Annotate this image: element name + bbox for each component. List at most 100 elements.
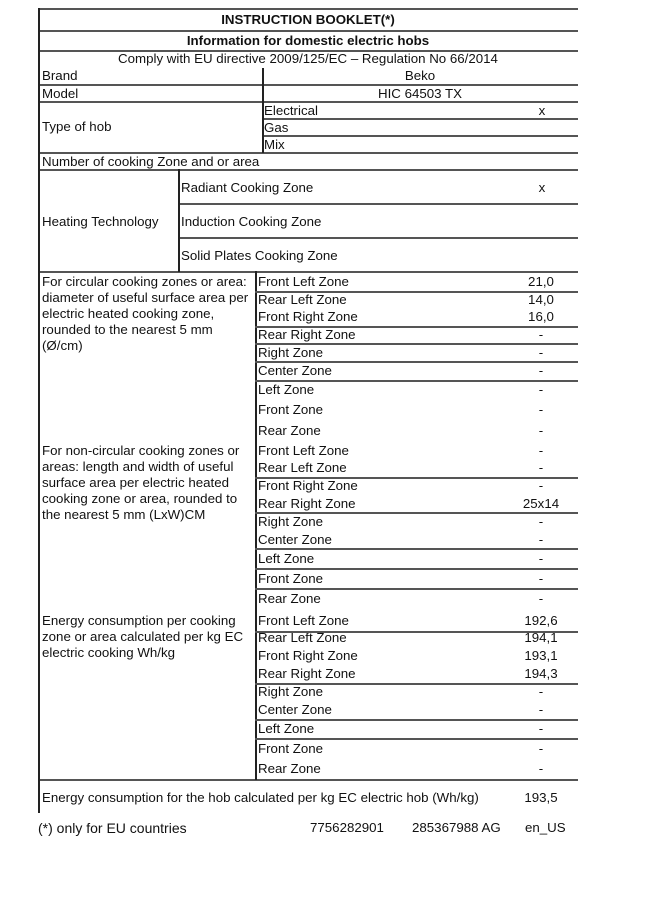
divider bbox=[38, 101, 578, 103]
section-label-circular: For circular cooking zones or area: diam… bbox=[42, 274, 249, 353]
zone-name: Front Zone bbox=[258, 402, 324, 417]
footer-locale: en_US bbox=[525, 820, 566, 835]
zone-value: - bbox=[538, 514, 544, 529]
zone-value: - bbox=[538, 382, 544, 397]
hob-type-gas: Gas bbox=[264, 120, 289, 135]
zone-name: Right Zone bbox=[258, 514, 324, 529]
zone-value: - bbox=[538, 327, 544, 342]
model-value: HIC 64503 TX bbox=[377, 86, 462, 101]
zone-value: - bbox=[538, 591, 544, 606]
zone-value: - bbox=[538, 423, 544, 438]
divider bbox=[38, 271, 578, 273]
divider bbox=[38, 152, 578, 154]
zone-name: Front Left Zone bbox=[258, 613, 349, 628]
border-left bbox=[38, 8, 40, 813]
hob-type-electrical: Electrical bbox=[264, 103, 318, 118]
heating-technology-label: Heating Technology bbox=[42, 214, 159, 229]
total-energy-label: Energy consumption for the hob calculate… bbox=[42, 790, 479, 805]
row-divider bbox=[255, 683, 578, 685]
zone-name: Rear Right Zone bbox=[258, 496, 356, 511]
brand-value: Beko bbox=[404, 68, 436, 83]
section-label-non-circular: For non-circular cooking zones or areas:… bbox=[42, 443, 240, 522]
zone-value: - bbox=[538, 702, 544, 717]
heating-solid-plates: Solid Plates Cooking Zone bbox=[181, 248, 338, 263]
footer-note: (*) only for EU countries bbox=[38, 820, 187, 836]
zone-name: Rear Left Zone bbox=[258, 292, 347, 307]
divider bbox=[38, 84, 578, 86]
divider bbox=[262, 135, 578, 137]
zone-name: Left Zone bbox=[258, 721, 315, 736]
document-title: INSTRUCTION BOOKLET(*) bbox=[221, 12, 395, 27]
zone-name: Rear Zone bbox=[258, 761, 321, 776]
heating-radiant-mark: x bbox=[538, 180, 546, 195]
zone-name: Front Left Zone bbox=[258, 443, 349, 458]
heating-induction: Induction Cooking Zone bbox=[181, 214, 322, 229]
zone-name: Rear Zone bbox=[258, 423, 321, 438]
zone-name: Rear Zone bbox=[258, 591, 321, 606]
zone-name: Front Right Zone bbox=[258, 648, 358, 663]
zone-value: - bbox=[538, 363, 544, 378]
zone-value: - bbox=[538, 460, 544, 475]
total-energy-value: 193,5 bbox=[524, 790, 558, 805]
row-divider bbox=[255, 548, 578, 550]
zone-value: - bbox=[538, 345, 544, 360]
divider bbox=[178, 203, 578, 205]
type-of-hob-label: Type of hob bbox=[42, 119, 112, 134]
divider bbox=[38, 8, 578, 10]
column-divider bbox=[255, 271, 257, 780]
row-divider bbox=[255, 719, 578, 721]
zone-value: - bbox=[538, 684, 544, 699]
zone-name: Rear Left Zone bbox=[258, 460, 347, 475]
footer-code-2: 285367988 AG bbox=[412, 820, 501, 835]
zone-value: - bbox=[538, 478, 544, 493]
zone-value: 193,1 bbox=[524, 648, 558, 663]
zone-value: - bbox=[538, 761, 544, 776]
divider bbox=[38, 169, 578, 171]
document-subtitle: Information for domestic electric hobs bbox=[186, 33, 430, 48]
zone-name: Right Zone bbox=[258, 345, 324, 360]
row-divider bbox=[255, 380, 578, 382]
row-divider bbox=[255, 477, 578, 479]
row-divider bbox=[255, 568, 578, 570]
column-divider bbox=[178, 169, 180, 272]
row-divider bbox=[255, 326, 578, 328]
zone-value: 25x14 bbox=[522, 496, 560, 511]
divider bbox=[38, 779, 578, 781]
divider bbox=[38, 30, 578, 32]
zone-name: Center Zone bbox=[258, 363, 332, 378]
row-divider bbox=[255, 291, 578, 293]
directive-text: Comply with EU directive 2009/125/EC – R… bbox=[118, 51, 498, 66]
zone-value: 194,3 bbox=[524, 666, 558, 681]
zone-value: 14,0 bbox=[528, 292, 554, 307]
divider bbox=[38, 50, 578, 52]
zone-name: Front Right Zone bbox=[258, 478, 358, 493]
zone-name: Front Zone bbox=[258, 571, 324, 586]
brand-label: Brand bbox=[42, 68, 78, 83]
row-divider bbox=[255, 738, 578, 740]
hob-type-electrical-mark: x bbox=[538, 103, 546, 118]
zone-value: - bbox=[538, 551, 544, 566]
row-divider bbox=[255, 343, 578, 345]
zone-value: 16,0 bbox=[528, 309, 554, 324]
row-divider bbox=[255, 361, 578, 363]
number-of-zones-label: Number of cooking Zone and or area bbox=[42, 154, 260, 169]
zone-name: Rear Left Zone bbox=[258, 630, 347, 645]
zone-name: Center Zone bbox=[258, 532, 332, 547]
divider bbox=[262, 118, 578, 120]
zone-value: - bbox=[538, 402, 544, 417]
zone-name: Left Zone bbox=[258, 551, 315, 566]
zone-name: Rear Right Zone bbox=[258, 666, 356, 681]
zone-value: 21,0 bbox=[528, 274, 554, 289]
zone-value: - bbox=[538, 443, 544, 458]
zone-value: - bbox=[538, 571, 544, 586]
row-divider bbox=[255, 588, 578, 590]
zone-name: Left Zone bbox=[258, 382, 315, 397]
zone-value: - bbox=[538, 532, 544, 547]
column-divider bbox=[262, 68, 264, 153]
zone-name: Front Left Zone bbox=[258, 274, 349, 289]
zone-name: Center Zone bbox=[258, 702, 332, 717]
heating-radiant: Radiant Cooking Zone bbox=[181, 180, 314, 195]
row-divider bbox=[255, 631, 578, 633]
zone-value: - bbox=[538, 721, 544, 736]
model-label: Model bbox=[42, 86, 79, 101]
